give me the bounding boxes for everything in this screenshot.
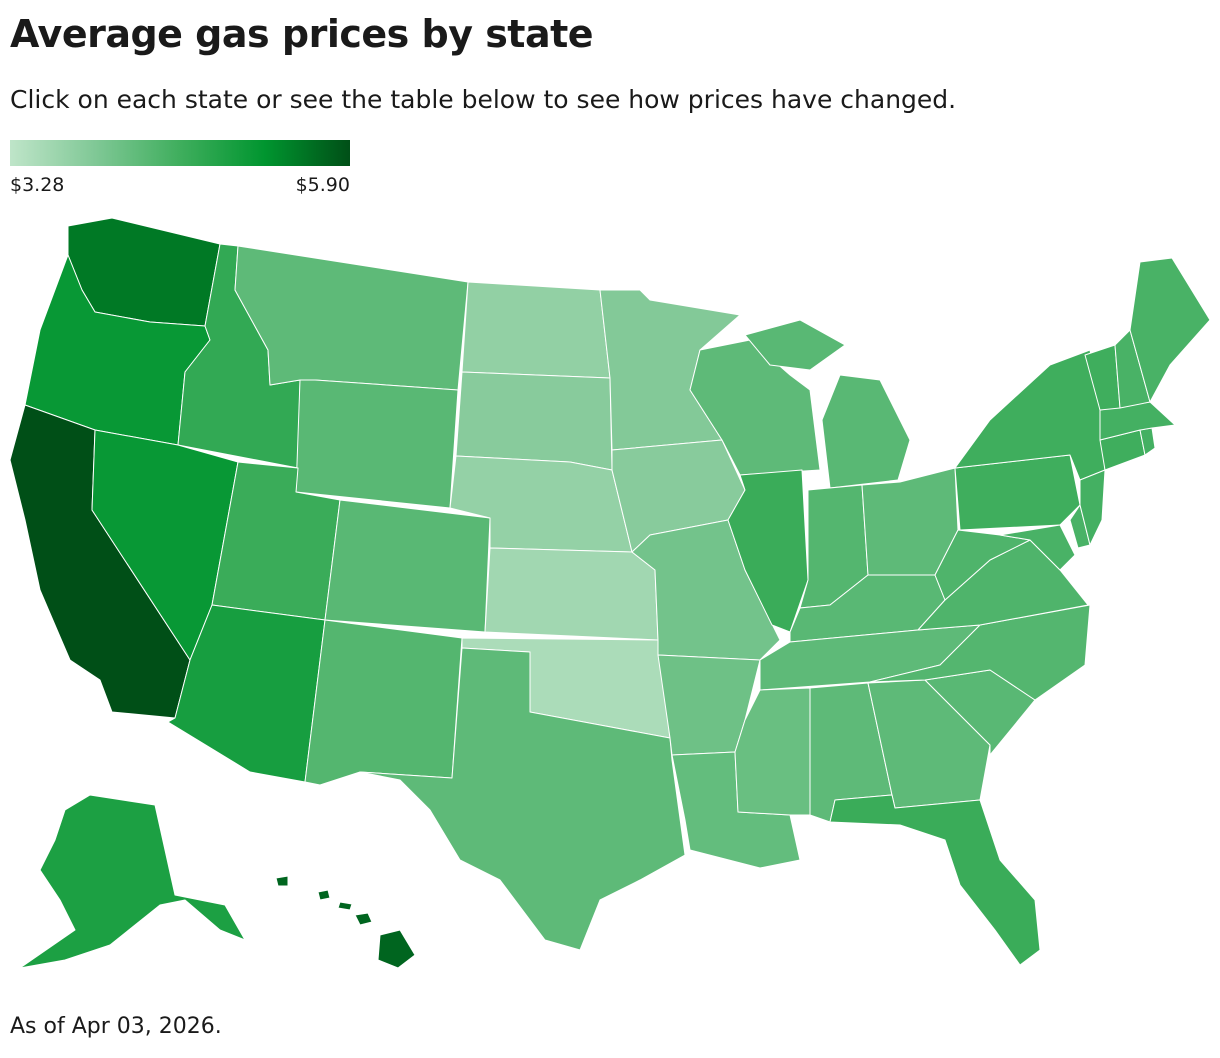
state-maine[interactable] bbox=[1129, 257, 1211, 403]
as-of-note: As of Apr 03, 2026. bbox=[10, 1014, 222, 1039]
state-wyoming[interactable] bbox=[295, 379, 459, 509]
page-subtitle: Click on each state or see the table bel… bbox=[10, 85, 957, 114]
state-illinois[interactable] bbox=[727, 469, 809, 633]
state-new-mexico[interactable] bbox=[304, 619, 463, 786]
state-alaska[interactable] bbox=[19, 794, 246, 969]
state-new-jersey[interactable] bbox=[1079, 469, 1106, 546]
state-south-dakota[interactable] bbox=[455, 371, 613, 471]
us-map bbox=[9, 217, 1211, 969]
state-florida[interactable] bbox=[829, 794, 1041, 966]
legend-max-label: $5.90 bbox=[295, 174, 350, 196]
color-legend: $3.28 $5.90 bbox=[10, 140, 350, 196]
state-north-dakota[interactable] bbox=[461, 281, 611, 379]
state-hawaii[interactable] bbox=[275, 875, 416, 969]
legend-min-label: $3.28 bbox=[10, 174, 65, 196]
state-michigan[interactable] bbox=[744, 319, 911, 489]
state-colorado[interactable] bbox=[324, 499, 491, 633]
state-missouri[interactable] bbox=[631, 519, 781, 661]
state-kansas[interactable] bbox=[484, 547, 659, 641]
state-texas[interactable] bbox=[359, 647, 686, 951]
legend-gradient-bar bbox=[10, 140, 350, 166]
state-montana[interactable] bbox=[234, 245, 469, 391]
state-maryland[interactable] bbox=[999, 524, 1076, 571]
page-title: Average gas prices by state bbox=[10, 12, 594, 56]
